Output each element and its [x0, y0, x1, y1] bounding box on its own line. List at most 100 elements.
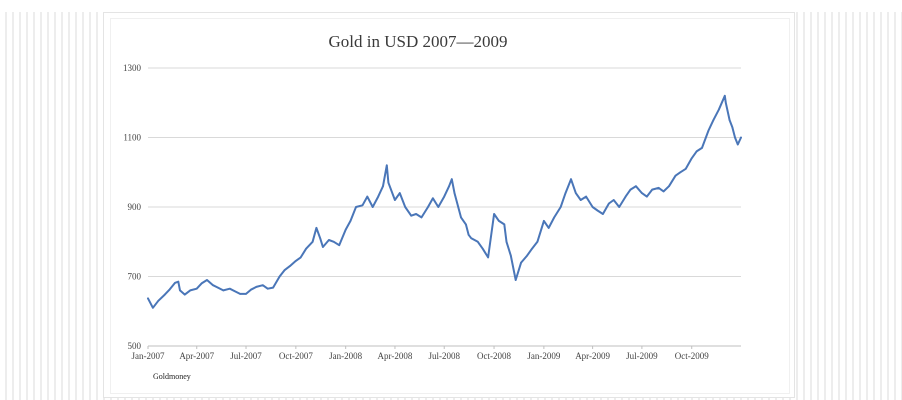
data-point: [467, 234, 470, 236]
data-point: [465, 223, 467, 226]
data-point: [596, 209, 599, 212]
data-point: [734, 136, 736, 139]
x-tick-label: Jan-2009: [527, 351, 560, 361]
data-point: [305, 247, 307, 250]
data-point: [570, 178, 572, 180]
chart-area: [110, 18, 790, 394]
data-point: [646, 195, 648, 198]
data-point: [514, 279, 517, 281]
data-point: [322, 246, 324, 248]
data-point: [427, 206, 429, 208]
data-point: [262, 284, 264, 287]
y-tick-label: 700: [128, 272, 142, 282]
data-point: [168, 288, 171, 291]
data-point: [731, 126, 734, 128]
data-point: [740, 136, 742, 139]
data-point: [366, 195, 369, 198]
data-point: [553, 216, 555, 219]
data-point: [349, 220, 352, 222]
data-point: [189, 289, 191, 292]
data-point: [255, 286, 258, 288]
data-point: [579, 199, 582, 201]
data-point: [559, 206, 562, 208]
data-point: [174, 282, 176, 284]
data-point: [724, 95, 726, 97]
data-point: [585, 195, 587, 198]
data-point: [299, 256, 302, 259]
data-point: [382, 185, 384, 187]
data-point: [328, 239, 330, 241]
x-tick-label: Apr-2008: [378, 351, 413, 361]
source-label: Goldmoney: [153, 372, 191, 381]
data-point: [602, 213, 604, 215]
data-point: [657, 187, 660, 189]
x-tick-label: Apr-2007: [179, 351, 214, 361]
data-point: [179, 289, 181, 292]
data-point: [443, 195, 446, 198]
data-point: [536, 241, 539, 243]
data-point: [147, 297, 149, 300]
data-point: [394, 199, 396, 201]
data-point: [311, 241, 314, 243]
data-point: [250, 288, 252, 291]
data-point: [177, 280, 180, 283]
data-point: [289, 265, 291, 267]
price-line: [147, 94, 742, 309]
data-point: [505, 241, 508, 243]
chart-title: Gold in USD 2007—2009: [329, 32, 508, 51]
x-tick-label: Jul-2009: [626, 351, 658, 361]
data-point: [510, 254, 512, 257]
data-point: [685, 168, 687, 170]
data-point: [233, 290, 236, 292]
data-point: [344, 228, 347, 231]
data-point: [608, 202, 610, 205]
x-tick-label: Jul-2007: [230, 351, 262, 361]
data-point: [564, 192, 567, 194]
data-point: [543, 220, 545, 222]
grid-lines: [148, 67, 741, 347]
data-point: [319, 237, 322, 240]
data-point: [387, 181, 390, 184]
data-point: [333, 241, 335, 243]
data-point: [674, 174, 677, 177]
data-point: [453, 192, 456, 194]
series-layer: [147, 94, 742, 309]
data-point: [420, 216, 423, 219]
data-point: [164, 293, 166, 296]
data-point: [690, 157, 693, 160]
data-point: [668, 185, 670, 187]
data-point: [157, 300, 160, 302]
y-tick-label: 900: [128, 202, 142, 212]
x-tick-label: Oct-2007: [279, 351, 313, 361]
data-point: [737, 143, 739, 146]
data-point: [531, 247, 533, 250]
data-point: [707, 129, 710, 132]
data-point: [217, 286, 219, 289]
data-point: [725, 102, 727, 104]
x-tick-label: Apr-2009: [575, 351, 610, 361]
data-point: [547, 227, 550, 229]
data-point: [575, 192, 577, 194]
data-point: [451, 178, 453, 180]
data-point: [651, 188, 653, 191]
data-point: [662, 190, 665, 193]
data-point: [526, 254, 528, 257]
data-point: [212, 284, 214, 287]
data-point: [591, 206, 594, 208]
data-point: [410, 214, 413, 217]
x-tick-label: Jul-2008: [428, 351, 460, 361]
data-point: [404, 206, 407, 208]
data-point: [437, 206, 440, 208]
data-point: [481, 247, 484, 250]
data-point: [477, 241, 479, 243]
data-point: [679, 171, 682, 174]
data-point: [641, 192, 643, 194]
data-point: [245, 293, 247, 295]
y-tick-label: 500: [128, 341, 142, 351]
x-tick-label: Jan-2007: [132, 351, 165, 361]
data-point: [272, 286, 274, 289]
data-point: [728, 119, 731, 121]
y-tick-label: 1300: [123, 63, 142, 73]
data-point: [295, 260, 297, 262]
